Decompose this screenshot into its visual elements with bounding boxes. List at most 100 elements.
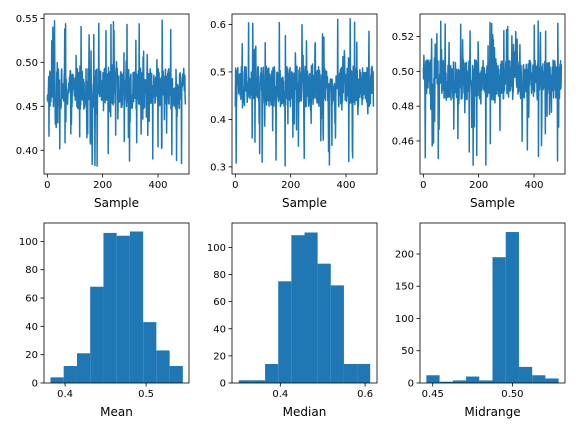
mean-histogram-bar	[116, 235, 130, 383]
median-histogram-bar	[278, 281, 292, 383]
mean-histogram-axes-frame	[43, 222, 190, 384]
mean-histogram-bar	[169, 366, 183, 383]
median-histogram-bar	[251, 380, 266, 383]
midrange-trace-y-tick-label: 0.52	[392, 32, 414, 43]
median-histogram-bar	[304, 232, 318, 383]
mean-histogram-x-axis-label: Mean	[100, 405, 133, 419]
midrange-histogram-x-tick-label: 0.45	[422, 389, 444, 400]
midrange-histogram-plot-layer	[426, 232, 559, 383]
median-histogram-x-axis-label: Median	[283, 405, 327, 419]
mean-trace-x-tick-label: 400	[148, 180, 167, 191]
panel-mean-histogram: Mean 0.4 0.5 0 20 40 60 80 100	[19, 222, 190, 419]
median-histogram-bar	[291, 235, 305, 383]
median-trace-y-tick-label: 0.5	[210, 67, 226, 78]
midrange-trace-x-tick-label: 400	[524, 180, 543, 191]
median-histogram-y-tick-label: 20	[213, 351, 226, 362]
median-histogram-y-tick-label: 0	[220, 379, 226, 390]
median-trace-axes-frame	[231, 13, 378, 175]
midrange-histogram-y-tick-label: 50	[401, 346, 414, 357]
median-histogram-bar	[317, 263, 331, 383]
median-trace-x-tick-label: 0	[232, 180, 238, 191]
panel-midrange-histogram: Midrange 0.45 0.50 0 50 100 150 200	[395, 222, 566, 419]
median-histogram-y-tick-label: 40	[213, 324, 226, 335]
midrange-histogram-bar	[505, 232, 519, 383]
midrange-histogram-y-tick-label: 100	[395, 314, 414, 325]
midrange-histogram-bar	[439, 381, 453, 383]
midrange-histogram-x-tick-label: 0.50	[501, 389, 523, 400]
midrange-trace-x-tick-label: 200	[469, 180, 488, 191]
mean-trace-y-tick-label: 0.45	[16, 102, 38, 113]
panel-median-histogram: Median 0.4 0.6 0 20 40 60 80 100	[207, 222, 378, 419]
midrange-histogram-bar	[545, 378, 559, 383]
median-trace-plot-layer	[234, 18, 375, 167]
mean-histogram-bar	[103, 232, 117, 383]
mean-histogram-bar	[63, 366, 77, 383]
midrange-histogram-bar	[426, 375, 440, 383]
median-histogram-y-tick-label: 80	[213, 270, 226, 281]
midrange-histogram-bar	[532, 375, 546, 383]
mean-histogram-y-tick-label: 0	[32, 379, 38, 390]
midrange-trace-y-tick-label: 0.50	[392, 67, 414, 78]
panel-median-trace: Sample 0 200 400 0.3 0.4 0.5 0.6	[210, 13, 378, 210]
midrange-trace-plot-layer	[422, 20, 563, 167]
median-histogram-x-tick-label: 0.6	[357, 389, 373, 400]
midrange-histogram-y-tick-label: 150	[395, 282, 414, 293]
median-histogram-plot-layer	[238, 232, 371, 383]
mean-histogram-y-tick-label: 100	[19, 237, 38, 248]
mean-histogram-bar	[90, 286, 104, 383]
mean-trace-y-tick-label: 0.55	[16, 14, 38, 25]
midrange-trace-y-tick-label: 0.46	[392, 136, 414, 147]
mean-histogram-bar	[50, 377, 64, 383]
mean-trace-series-line	[46, 19, 187, 167]
median-trace-y-tick-label: 0.3	[210, 162, 226, 173]
median-trace-y-tick-label: 0.6	[210, 20, 226, 31]
midrange-histogram-axes-frame	[419, 222, 566, 384]
mean-histogram-x-tick-label: 0.5	[138, 389, 154, 400]
mean-trace-plot-layer	[46, 19, 187, 167]
midrange-histogram-y-tick-label: 0	[408, 379, 414, 390]
midrange-histogram-bar	[492, 257, 506, 383]
midrange-histogram-bar	[479, 380, 493, 383]
mean-histogram-bar	[156, 350, 170, 383]
midrange-trace-axes-frame	[419, 13, 566, 175]
median-trace-x-axis-label: Sample	[282, 196, 327, 210]
median-trace-x-tick-label: 200	[281, 180, 300, 191]
mean-trace-x-tick-label: 200	[93, 180, 112, 191]
mean-trace-axes-frame	[43, 13, 190, 175]
median-histogram-y-tick-label: 60	[213, 297, 226, 308]
mean-histogram-bar	[129, 231, 144, 383]
mean-trace-x-tick-label: 0	[44, 180, 50, 191]
median-histogram-x-tick-label: 0.4	[272, 389, 288, 400]
median-histogram-axes-frame	[231, 222, 378, 384]
median-histogram-y-tick-label: 100	[207, 243, 226, 254]
median-histogram-bar	[265, 364, 279, 383]
mean-histogram-x-tick-label: 0.4	[57, 389, 73, 400]
midrange-histogram-x-axis-label: Midrange	[464, 405, 520, 419]
median-histogram-bar	[343, 364, 358, 383]
mean-histogram-bar	[143, 322, 157, 383]
median-histogram-bar	[238, 380, 252, 383]
midrange-trace-y-tick-label: 0.48	[392, 102, 414, 113]
mean-trace-x-axis-label: Sample	[94, 196, 139, 210]
mean-trace-y-tick-label: 0.40	[16, 146, 38, 157]
panel-mean-trace: Sample 0 200 400 0.40 0.45 0.50 0.55	[16, 13, 190, 210]
mean-histogram-bar	[76, 353, 91, 383]
mean-histogram-y-tick-label: 20	[25, 350, 38, 361]
midrange-trace-series-line	[422, 20, 563, 167]
median-trace-x-tick-label: 400	[336, 180, 355, 191]
median-trace-y-tick-label: 0.4	[210, 115, 226, 126]
mean-histogram-y-tick-label: 60	[25, 294, 38, 305]
median-histogram-bar	[357, 364, 371, 383]
midrange-histogram-bar	[466, 376, 480, 383]
midrange-histogram-bar	[518, 366, 533, 383]
midrange-histogram-y-tick-label: 200	[395, 249, 414, 260]
mean-histogram-y-tick-label: 80	[25, 265, 38, 276]
median-trace-series-line	[234, 18, 375, 167]
midrange-trace-x-axis-label: Sample	[470, 196, 515, 210]
panel-midrange-trace: Sample 0 200 400 0.46 0.48 0.50 0.52	[392, 13, 566, 210]
median-histogram-bar	[330, 285, 344, 383]
midrange-trace-x-tick-label: 0	[420, 180, 426, 191]
mean-histogram-plot-layer	[50, 231, 183, 383]
mean-histogram-y-tick-label: 40	[25, 322, 38, 333]
